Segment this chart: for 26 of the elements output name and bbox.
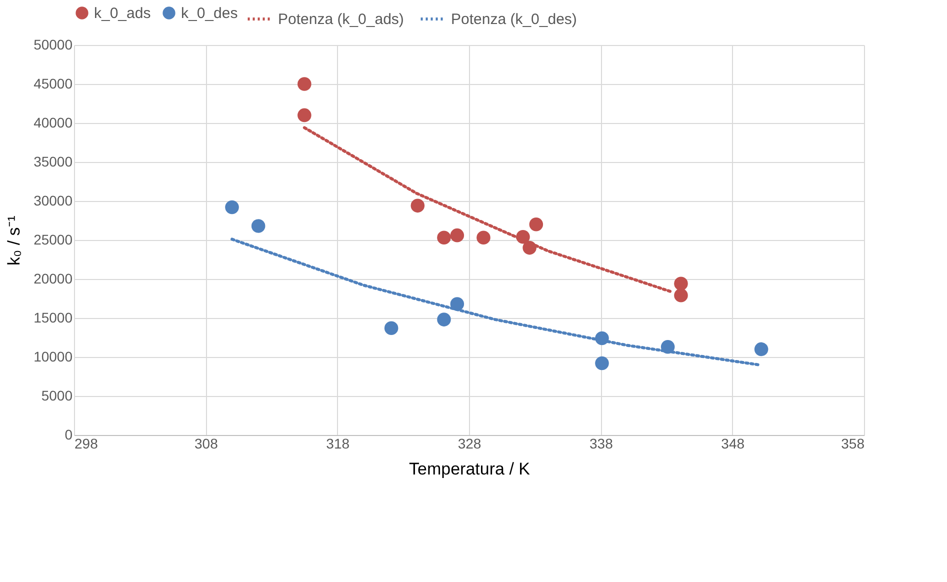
x-tick-label: 358 <box>841 436 865 452</box>
x-axis-title: Temperatura / K <box>409 460 531 478</box>
x-tick-label: 338 <box>589 436 614 452</box>
y-tick-label: 35000 <box>34 154 73 170</box>
y-tick-label: 45000 <box>34 76 73 92</box>
line-series <box>230 238 760 366</box>
legend-label: k_0_des <box>181 5 238 22</box>
y-tick-label: 50000 <box>34 36 73 52</box>
y-tick-label: 25000 <box>34 232 73 248</box>
legend-label: k_0_ads <box>94 5 151 22</box>
x-tick-label: 318 <box>326 436 350 452</box>
y-tick-label: 5000 <box>41 388 73 404</box>
legend-label: Potenza (k_0_des) <box>451 11 577 28</box>
y-tick-label: 0 <box>64 426 73 442</box>
x-tick-label: 328 <box>458 436 482 452</box>
y-tick-label: 10000 <box>34 348 73 364</box>
x-tick-label: 308 <box>194 436 218 452</box>
y-axis-title: k₀ / s⁻¹ <box>4 215 24 266</box>
x-tick-label: 298 <box>74 436 98 452</box>
line-series <box>302 126 672 293</box>
y-tick-label: 30000 <box>34 192 73 208</box>
y-tick-label: 15000 <box>34 310 73 326</box>
y-tick-label: 20000 <box>34 270 73 286</box>
legend-label: Potenza (k_0_ads) <box>278 11 404 28</box>
x-tick-label: 348 <box>721 436 745 452</box>
y-tick-label: 40000 <box>34 114 73 130</box>
